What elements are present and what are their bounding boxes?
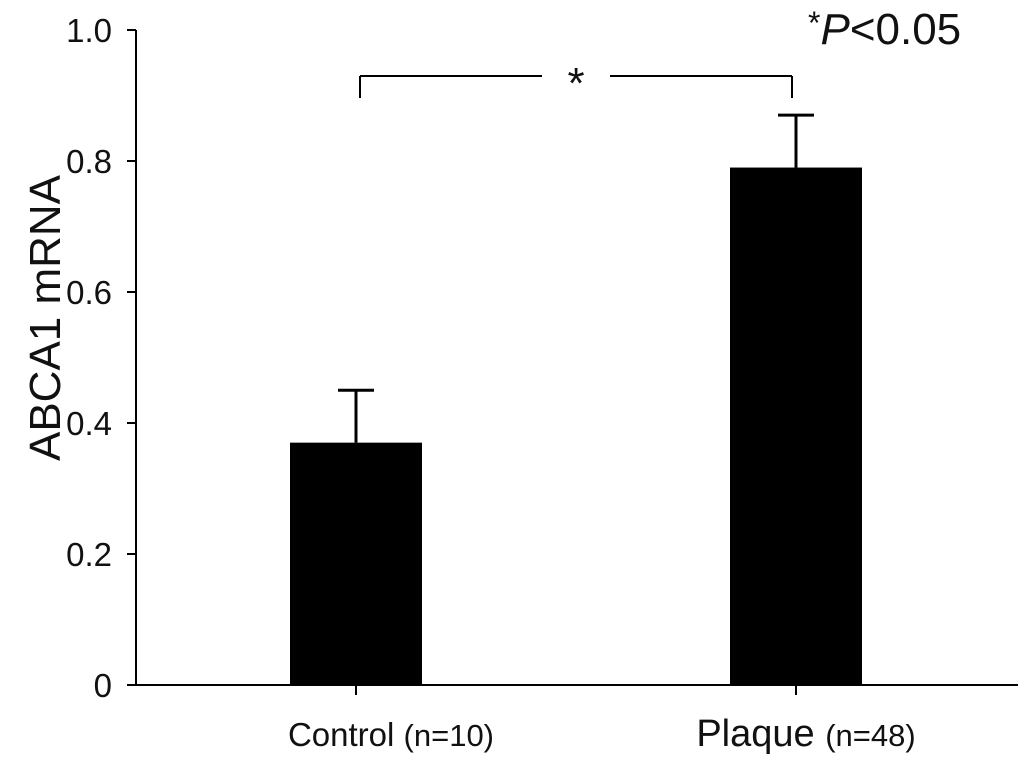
y-tick-label: 0.2 (66, 536, 112, 573)
y-tick-label: 0.8 (66, 143, 112, 180)
y-axis-label: ABCA1 mRNA (21, 174, 70, 461)
p-value-annotation: *P<0.05 (808, 5, 961, 54)
bars (290, 113, 862, 695)
y-tick-label: 1.0 (66, 12, 112, 49)
x-category-label: Plaque (n=48) (696, 713, 915, 755)
category-name: Plaque (696, 713, 825, 755)
category-n-label: (n=48) (825, 718, 915, 753)
x-category-label: Control (n=10) (288, 716, 494, 753)
p-value-threshold: <0.05 (850, 5, 961, 54)
p-value-symbol: P (820, 5, 850, 54)
category-n-label: (n=10) (404, 718, 494, 753)
y-tick-label: 0.6 (66, 274, 112, 311)
significance-star: * (567, 59, 584, 108)
p-value-star: * (808, 5, 820, 41)
y-ticks: 0 0.2 0.4 0.6 0.8 1.0 (66, 12, 136, 704)
y-tick-label: 0 (94, 667, 112, 704)
axes (135, 30, 1018, 686)
significance-bracket: * (359, 59, 793, 108)
bar (290, 442, 422, 685)
category-name: Control (288, 716, 404, 753)
y-tick-label: 0.4 (66, 405, 112, 442)
bar (730, 167, 862, 686)
x-category-labels: Control (n=10) Plaque (n=48) (288, 713, 916, 755)
